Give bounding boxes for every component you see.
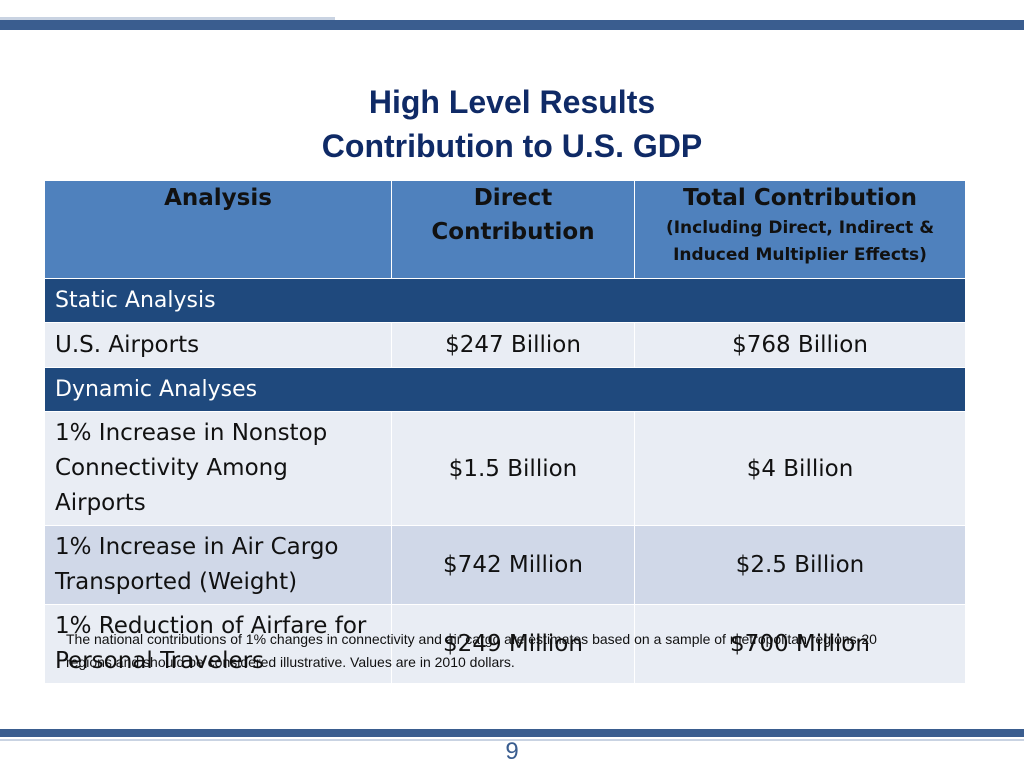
cell-analysis: 1% Reduction of Airfare for Personal Tra… xyxy=(44,604,392,684)
cell-direct: $742 Million xyxy=(391,525,635,605)
table-header-row: Analysis Direct Contribution Total Contr… xyxy=(44,180,966,279)
footnote: The national contributions of 1% changes… xyxy=(66,631,877,670)
cell-total: $700 Million xyxy=(634,604,966,684)
cell-direct: $1.5 Billion xyxy=(391,411,635,526)
bottom-divider-bar xyxy=(0,729,1024,737)
header-total-contribution: Total Contribution (Including Direct, In… xyxy=(634,180,966,279)
title-line-1: High Level Results xyxy=(368,84,656,120)
header-total-sublabel: (Including Direct, Indirect & Induced Mu… xyxy=(665,218,935,265)
cell-analysis: 1% Increase in Nonstop Connectivity Amon… xyxy=(44,411,392,526)
section-label-dynamic: Dynamic Analyses xyxy=(44,367,966,412)
title-line-2: Contribution to U.S. GDP xyxy=(321,128,703,164)
table-row: U.S. Airports $247 Billion $768 Billion xyxy=(44,322,966,368)
page-number: 9 xyxy=(505,738,519,765)
header-analysis: Analysis xyxy=(44,180,392,279)
cell-total: $768 Billion xyxy=(634,322,966,368)
table-row: 1% Reduction of Airfare for Personal Tra… xyxy=(44,604,966,684)
cell-analysis: 1% Increase in Air Cargo Transported (We… xyxy=(44,525,392,605)
top-divider-bar xyxy=(0,20,1024,30)
cell-direct: $249 Million xyxy=(391,604,635,684)
section-row-static: Static Analysis xyxy=(44,278,966,323)
cell-direct: $247 Billion xyxy=(391,322,635,368)
table-row: 1% Increase in Nonstop Connectivity Amon… xyxy=(44,411,966,526)
top-accent-line xyxy=(0,17,335,20)
cell-analysis: U.S. Airports xyxy=(44,322,392,368)
header-total-label: Total Contribution xyxy=(682,185,917,211)
cell-total: $2.5 Billion xyxy=(634,525,966,605)
results-table: Analysis Direct Contribution Total Contr… xyxy=(44,180,966,684)
slide-title: High Level Results Contribution to U.S. … xyxy=(0,80,1024,168)
section-label-static: Static Analysis xyxy=(44,278,966,323)
table-row: 1% Increase in Air Cargo Transported (We… xyxy=(44,525,966,605)
section-row-dynamic: Dynamic Analyses xyxy=(44,367,966,412)
bottom-accent-line xyxy=(0,739,1024,741)
header-direct-contribution: Direct Contribution xyxy=(391,180,635,279)
cell-total: $4 Billion xyxy=(634,411,966,526)
